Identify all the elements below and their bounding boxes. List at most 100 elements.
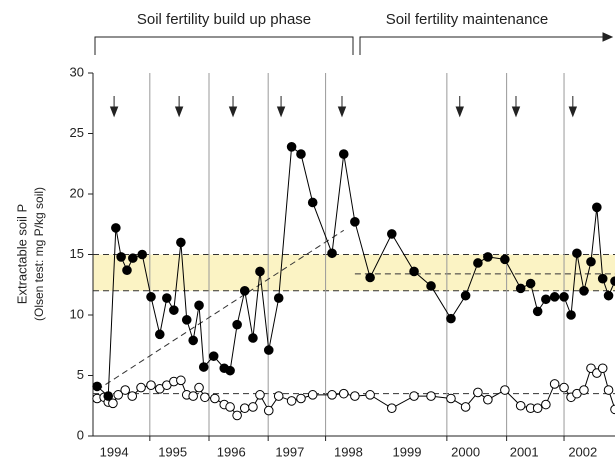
data-point — [273, 293, 284, 303]
data-point — [255, 266, 265, 277]
data-point — [532, 403, 543, 413]
y-axis-label: Extractable soil P — [14, 204, 29, 304]
x-tick-label: 1999 — [393, 444, 422, 459]
data-point — [194, 382, 204, 393]
data-point — [525, 278, 536, 289]
data-point — [146, 380, 156, 390]
x-tick-label: 1995 — [158, 444, 187, 459]
data-point — [248, 402, 258, 412]
data-point — [473, 387, 483, 398]
data-point — [103, 391, 114, 401]
data-point — [116, 252, 126, 262]
data-point — [426, 391, 436, 401]
data-point — [386, 229, 397, 239]
data-point — [239, 403, 250, 413]
data-point — [483, 394, 493, 405]
data-point — [327, 248, 337, 259]
y-axis-label: (Olsen test: mg P/kg soil) — [32, 187, 46, 321]
data-point — [307, 197, 318, 208]
data-point — [286, 396, 297, 406]
data-point — [597, 273, 608, 284]
data-point — [338, 149, 349, 159]
data-point — [460, 290, 471, 301]
data-point — [137, 249, 148, 260]
data-point — [225, 365, 235, 376]
data-point — [365, 272, 375, 283]
data-point — [200, 392, 210, 403]
data-point — [541, 399, 551, 410]
data-point — [307, 390, 318, 400]
data-point — [263, 345, 274, 355]
target-band — [93, 254, 615, 291]
data-point — [350, 217, 360, 227]
x-tick-label: 2002 — [568, 444, 597, 459]
data-point — [154, 329, 165, 340]
data-point — [111, 223, 121, 233]
y-tick-label: 5 — [77, 367, 84, 382]
data-point — [566, 310, 576, 320]
data-point — [559, 382, 569, 393]
data-point — [128, 253, 138, 263]
application-arrow — [174, 96, 184, 118]
data-point — [255, 390, 265, 400]
data-point — [515, 400, 526, 411]
data-point — [610, 276, 615, 286]
data-point — [127, 391, 138, 401]
data-point — [532, 306, 543, 317]
data-point — [327, 390, 337, 400]
data-point — [446, 393, 456, 404]
data-point — [592, 202, 602, 213]
data-point — [248, 333, 258, 343]
data-point — [176, 237, 186, 248]
data-point — [603, 385, 614, 395]
data-point — [181, 315, 192, 325]
data-point — [113, 390, 123, 400]
data-point — [232, 410, 242, 421]
data-point — [483, 252, 493, 262]
data-point — [92, 381, 102, 392]
data-point — [136, 382, 146, 393]
data-point — [169, 305, 179, 315]
application-arrow — [109, 96, 119, 118]
data-point — [597, 363, 608, 374]
data-point — [108, 398, 118, 409]
data-point — [232, 319, 242, 330]
x-tick-label: 2001 — [510, 444, 539, 459]
data-point — [239, 286, 250, 296]
data-point — [586, 256, 596, 267]
data-point — [579, 286, 589, 296]
data-point — [409, 391, 419, 401]
data-point — [515, 283, 526, 294]
maintenance-bracket — [359, 36, 610, 55]
phase-brackets — [94, 32, 614, 55]
data-point — [188, 335, 198, 346]
data-point — [286, 142, 297, 152]
data-point — [210, 393, 220, 404]
data-point — [473, 258, 483, 268]
data-point — [350, 391, 360, 401]
data-point — [549, 379, 560, 389]
data-point — [198, 362, 209, 372]
data-point — [572, 248, 582, 259]
data-point — [263, 405, 274, 416]
data-point — [500, 254, 510, 265]
x-tick-label: 1996 — [217, 444, 246, 459]
y-tick-label: 30 — [70, 64, 84, 79]
application-arrow — [276, 96, 286, 118]
data-point — [460, 402, 471, 412]
application-arrow — [511, 96, 521, 118]
x-tick-label: 1998 — [334, 444, 363, 459]
x-tick-label: 1994 — [100, 444, 129, 459]
x-tick-label: 2000 — [451, 444, 480, 459]
data-point — [579, 385, 589, 395]
data-point — [225, 402, 235, 412]
y-tick-label: 10 — [70, 306, 84, 321]
x-tick-label: 1997 — [275, 444, 304, 459]
data-point — [338, 388, 349, 399]
data-point — [208, 351, 219, 361]
phase-label: Soil fertility build up phase — [137, 11, 311, 28]
data-point — [603, 290, 614, 301]
data-point — [409, 266, 419, 277]
y-tick-label: 15 — [70, 246, 84, 261]
